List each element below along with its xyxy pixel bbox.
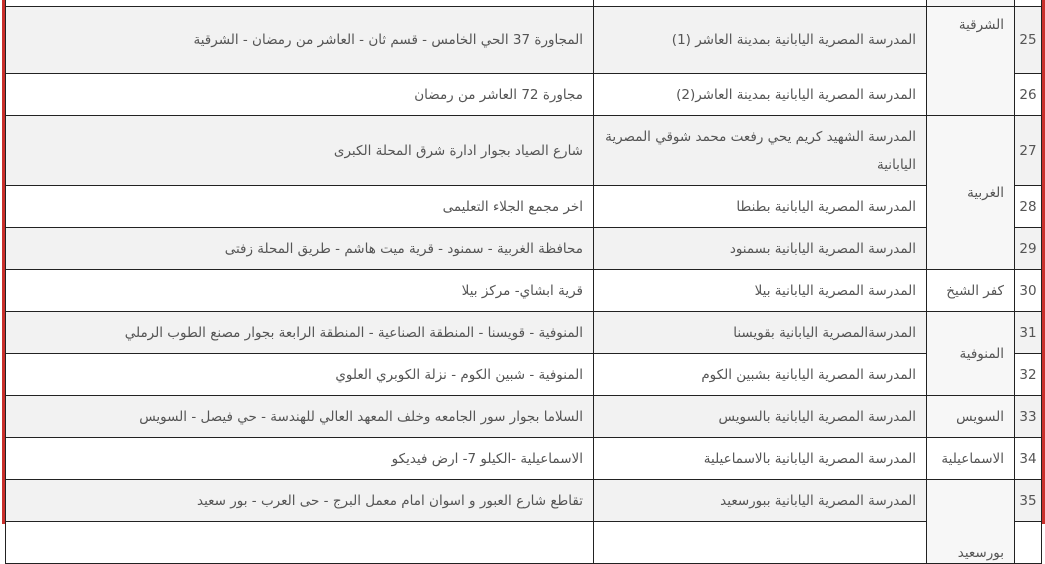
school-cell [593,521,927,564]
address-cell: تقاطع شارع العبور و اسوان امام معمل البر… [5,479,594,522]
table-row: 27 الغربية المدرسة الشهيد كريم يحي رفعت … [5,115,1042,270]
address-cell: اخر مجمع الجلاء التعليمى [5,185,594,228]
school-cell: المدرسة المصرية اليابانية بالسويس [593,395,927,438]
governorate-label: بورسعيد [957,545,1004,561]
address-cell: المجاورة 37 الحي الخامس - قسم ثان - العا… [5,6,594,74]
table-row: 34 الاسماعيلية المدرسة المصرية اليابانية… [5,437,1042,480]
schools-table: 25 الشرقية المدرسة المصرية اليابانية بمد… [5,0,1042,564]
row-number: 33 [1014,395,1042,438]
table-row: 32 المدرسة المصرية اليابانية بشبين الكوم… [5,353,1042,396]
governorate-cell: السويس [926,395,1015,438]
school-cell: المدرسة المصرية اليابانية بشبين الكوم [593,353,927,396]
school-cell: المدرسة المصرية اليابانية بسمنود [593,227,927,270]
table-row: 30 كفر الشيخ المدرسة المصرية اليابانية ب… [5,269,1042,312]
row-number: 29 [1014,227,1042,270]
governorate-cell: الاسماعيلية [926,437,1015,480]
right-frame-border [1042,0,1045,524]
table-row: 35 بورسعيد المدرسة المصرية اليابانية ببو… [5,479,1042,564]
left-frame-border [2,0,5,524]
address-cell [5,521,594,564]
table-row: 28 المدرسة المصرية اليابانية بطنطا اخر م… [5,185,1042,228]
row-number [1014,521,1042,564]
schools-table-wrapper: 25 الشرقية المدرسة المصرية اليابانية بمد… [5,0,1042,564]
school-cell: المدرسةالمصرية اليابانية بقويسنا [593,311,927,354]
row-number: 25 [1014,6,1042,74]
address-cell: السلاما بجوار سور الجامعه وخلف المعهد ال… [5,395,594,438]
governorate-cell: الشرقية [926,6,1015,116]
address-cell: الاسماعيلية -الكيلو 7- ارض فيديكو [5,437,594,480]
row-number: 30 [1014,269,1042,312]
school-cell: المدرسة الشهيد كريم يحي رفعت محمد شوقي ا… [593,115,927,186]
row-number: 28 [1014,185,1042,228]
address-cell: محافظة الغربية - سمنود - قرية ميت هاشم -… [5,227,594,270]
school-cell: المدرسة المصرية اليابانية بمدينة العاشر … [593,6,927,74]
school-cell: المدرسة المصرية اليابانية ببورسعيد [593,479,927,522]
school-cell: المدرسة المصرية اليابانية بطنطا [593,185,927,228]
row-number: 26 [1014,73,1042,116]
governorate-cell: بورسعيد [926,479,1015,564]
table-row: 25 الشرقية المدرسة المصرية اليابانية بمد… [5,6,1042,116]
row-number: 34 [1014,437,1042,480]
school-cell: المدرسة المصرية اليابانية بيلا [593,269,927,312]
row-number: 32 [1014,353,1042,396]
address-cell: قرية ابشاي- مركز بيلا [5,269,594,312]
row-number: 35 [1014,479,1042,522]
table-row: 31 المنوفية المدرسةالمصرية اليابانية بقو… [5,311,1042,396]
governorate-cell: المنوفية [926,311,1015,396]
address-cell: شارع الصياد بجوار ادارة شرق المحلة الكبر… [5,115,594,186]
governorate-cell: الغربية [926,115,1015,270]
row-number: 27 [1014,115,1042,186]
table-row: 26 المدرسة المصرية اليابانية بمدينة العا… [5,73,1042,116]
address-cell: المنوفية - شبين الكوم - نزلة الكوبري الع… [5,353,594,396]
address-cell: المنوفية - قويسنا - المنطقة الصناعية - ا… [5,311,594,354]
address-cell: مجاورة 72 العاشر من رمضان [5,73,594,116]
table-row: 33 السويس المدرسة المصرية اليابانية بالس… [5,395,1042,438]
table-row: 29 المدرسة المصرية اليابانية بسمنود محاف… [5,227,1042,270]
school-cell: المدرسة المصرية اليابانية بالاسماعيلية [593,437,927,480]
governorate-cell: كفر الشيخ [926,269,1015,312]
school-cell: المدرسة المصرية اليابانية بمدينة العاشر(… [593,73,927,116]
table-row [5,521,1042,564]
row-number: 31 [1014,311,1042,354]
